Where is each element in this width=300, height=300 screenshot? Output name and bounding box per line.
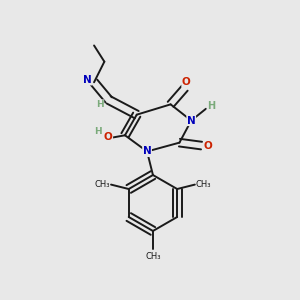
Text: N: N: [187, 116, 196, 126]
Text: O: O: [104, 132, 112, 142]
Text: H: H: [96, 100, 104, 109]
Text: O: O: [182, 77, 190, 87]
Text: CH₃: CH₃: [195, 179, 211, 188]
Text: H: H: [94, 127, 101, 136]
Text: CH₃: CH₃: [95, 179, 110, 188]
Text: N: N: [143, 146, 152, 157]
Text: N: N: [83, 75, 92, 85]
Text: CH₃: CH₃: [145, 252, 161, 261]
Text: O: O: [204, 141, 212, 151]
Text: H: H: [207, 101, 215, 111]
